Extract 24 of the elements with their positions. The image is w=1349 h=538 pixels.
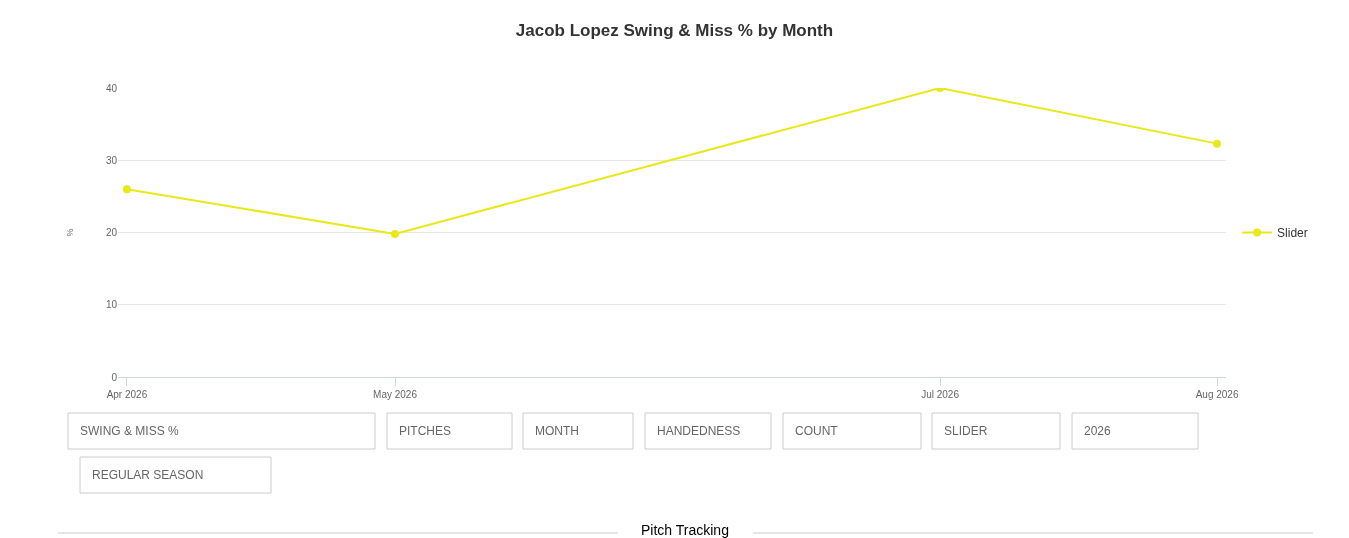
y-tick-label: 20	[105, 227, 118, 238]
text: MONTH	[535, 424, 579, 438]
point	[391, 229, 399, 238]
text: REGULAR SEASON	[92, 468, 204, 482]
chart-title: Jacob Lopez Swing & Miss % by Month	[515, 20, 834, 40]
x-tick-label: Apr 2026	[106, 389, 148, 400]
text: SWING & MISS %	[80, 424, 180, 438]
x-tick-label: Jul 2026	[921, 389, 960, 400]
y-tick-label: 0	[111, 371, 118, 383]
x-tick-label: Aug 2026	[1195, 389, 1239, 400]
y-tick-label: 40	[105, 82, 118, 94]
y-tick-label: 30	[105, 154, 118, 166]
text: PITCHES	[399, 424, 452, 438]
point	[122, 185, 131, 194]
legend-label: Slider	[1277, 226, 1308, 241]
y-tick-label: 10	[105, 299, 118, 311]
x-tick-label: May 2026	[373, 389, 418, 400]
text: SLIDER	[944, 424, 988, 438]
text: HANDEDNESS	[657, 424, 741, 438]
text: COUNT	[795, 424, 839, 438]
y-axis-title: %	[65, 228, 76, 237]
text: Pitch Tracking	[641, 522, 729, 538]
point	[1213, 139, 1222, 148]
text: 2026	[1084, 424, 1112, 438]
